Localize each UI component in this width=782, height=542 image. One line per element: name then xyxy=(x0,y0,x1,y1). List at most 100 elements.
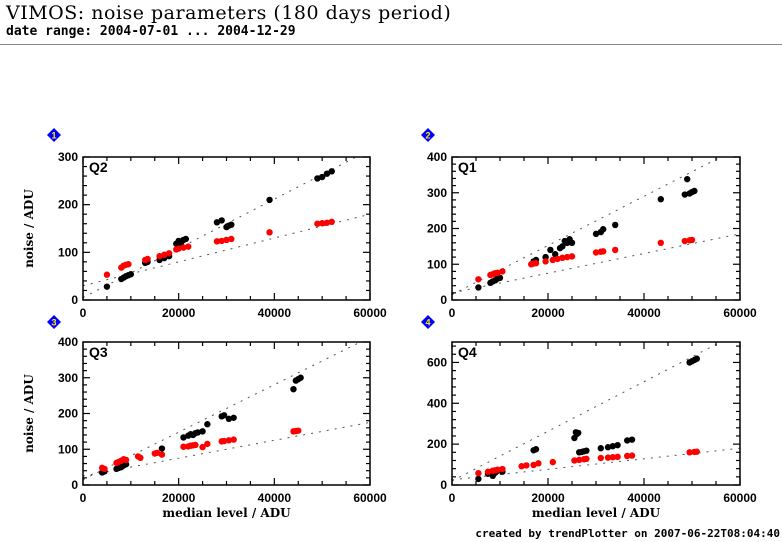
panel-1-point-black xyxy=(182,235,190,243)
panel-2-point-black xyxy=(691,187,698,195)
panel-1-point-black xyxy=(323,170,331,177)
panel-4-point-red xyxy=(523,462,530,469)
panel-4-point-black xyxy=(624,437,631,444)
panel-4-point-red xyxy=(604,454,612,461)
panel-1-point-red xyxy=(103,271,111,278)
panel-1-ytick-label: 0 xyxy=(71,293,78,307)
panel-2-xtick-label: 60000 xyxy=(723,306,757,320)
panel-3-point-black xyxy=(297,374,304,381)
panel-2-point-red xyxy=(600,248,607,255)
panel-4-point-red xyxy=(609,454,616,461)
panel-2-point-black xyxy=(559,243,566,250)
panel-2-point-red xyxy=(554,255,561,263)
panel-3-badge-number: 3 xyxy=(51,318,56,328)
panel-3-point-red xyxy=(137,454,144,462)
panel-1-point-red xyxy=(223,236,230,244)
panel-4-point-red xyxy=(571,457,578,464)
panel-3-fit-line-red xyxy=(83,421,370,477)
panel-4-point-red xyxy=(686,449,693,456)
panel-1-point-red xyxy=(165,250,173,257)
panel-1-point-black xyxy=(266,196,273,204)
panel-3-point-red xyxy=(180,443,187,450)
panel-1-point-black xyxy=(103,283,111,290)
panel-2-point-red xyxy=(657,239,664,246)
panel-3-xtick-label: 60000 xyxy=(353,491,387,505)
panel-4-point-red xyxy=(597,454,604,462)
panel-1-ytick-label: 300 xyxy=(58,150,78,164)
panel-3-point-red xyxy=(230,436,237,443)
panel-3-point-red xyxy=(192,441,199,449)
panel-1-point-red xyxy=(175,245,182,252)
panel-2-point-red xyxy=(688,236,696,244)
panel-3-point-black xyxy=(230,414,237,421)
panel-2-point-black xyxy=(612,221,619,229)
panel-1-point-red xyxy=(318,220,326,227)
panel-2-point-black xyxy=(600,226,607,233)
panel-4-xtick-label: 0 xyxy=(449,491,456,505)
panel-4-ytick-label: 0 xyxy=(440,478,447,492)
panel-2-xtick-label: 0 xyxy=(449,306,456,320)
panel-1-xtick-label: 60000 xyxy=(353,306,387,320)
panel-4-point-red xyxy=(624,452,631,460)
panel-3-point-red xyxy=(204,440,211,448)
panel-1-point-red xyxy=(328,218,335,226)
panel-1-badge-number: 1 xyxy=(51,131,56,141)
panel-3-ytick-label: 400 xyxy=(58,335,78,349)
panel-2-point-black xyxy=(547,246,554,254)
panel-3-ytick-label: 100 xyxy=(58,442,78,456)
panel-3-point-red xyxy=(225,437,233,444)
panel-3-xlabel: median level / ADU xyxy=(162,506,291,520)
panel-2-xtick-label: 20000 xyxy=(531,306,565,320)
panel-2-point-red xyxy=(564,253,571,261)
panel-4-badge-diamond-icon xyxy=(421,315,435,329)
panel-3-ylabel: noise / ADU xyxy=(22,374,36,453)
panel-4-point-red xyxy=(583,455,590,463)
panel-4-point-red xyxy=(530,461,537,469)
panel-3-point-red xyxy=(220,437,228,445)
panel-3-point-black xyxy=(158,445,166,452)
panel-4-point-red xyxy=(693,448,700,455)
panel-2-point-black xyxy=(475,284,482,291)
panel-2-point-red xyxy=(559,254,566,262)
panel-4-frame xyxy=(451,341,741,486)
panel-1-ytick-label: 100 xyxy=(58,245,78,259)
panel-2-point-red xyxy=(549,256,556,264)
panel-2-point-red xyxy=(542,258,549,265)
panel-1-point-red xyxy=(218,237,225,245)
panel-3-quadrant-label: Q3 xyxy=(89,344,108,360)
panel-1-point-red xyxy=(228,235,235,243)
panel-4-point-black xyxy=(597,445,604,452)
panel-4-point-red xyxy=(576,456,583,464)
panel-2-point-black xyxy=(592,230,600,238)
panel-1-xtick-label: 40000 xyxy=(258,306,292,320)
panel-4-point-black xyxy=(475,475,482,483)
panel-2-quadrant-label: Q1 xyxy=(458,159,477,175)
panel-3-xtick-label: 40000 xyxy=(258,491,292,505)
panel-2-ytick-label: 0 xyxy=(440,293,447,307)
panel-2-point-black xyxy=(657,195,664,203)
panel-1-point-red xyxy=(213,238,221,245)
panel-3-point-black xyxy=(225,415,233,423)
panel-4-ytick-label: 600 xyxy=(427,355,447,369)
panel-2-ytick-label: 300 xyxy=(427,186,447,200)
panel-2-point-red xyxy=(532,259,540,267)
panel-1-quadrant-label: Q2 xyxy=(89,159,108,175)
panel-4-ytick-label: 200 xyxy=(427,437,447,451)
panel-4-point-red xyxy=(499,465,506,473)
panel-3-xtick-label: 20000 xyxy=(162,491,196,505)
panel-2-badge-number: 2 xyxy=(425,131,430,141)
panel-3-point-black xyxy=(199,428,206,435)
panel-1-point-red xyxy=(125,261,132,268)
panel-2-point-red xyxy=(494,269,501,277)
panel-4-quadrant-label: Q4 xyxy=(458,344,477,360)
panel-3-point-black xyxy=(220,412,228,419)
panel-4-point-black xyxy=(532,446,540,453)
panel-4-point-red xyxy=(628,452,636,459)
panel-1-point-red xyxy=(185,243,192,250)
panel-1-xtick-label: 20000 xyxy=(162,306,196,320)
panel-3-xtick-label: 0 xyxy=(80,491,87,505)
panel-3-badge-diamond-icon xyxy=(47,315,61,329)
panel-1-point-black xyxy=(318,173,326,181)
header-divider xyxy=(0,44,782,45)
panel-1-point-red xyxy=(144,255,151,263)
